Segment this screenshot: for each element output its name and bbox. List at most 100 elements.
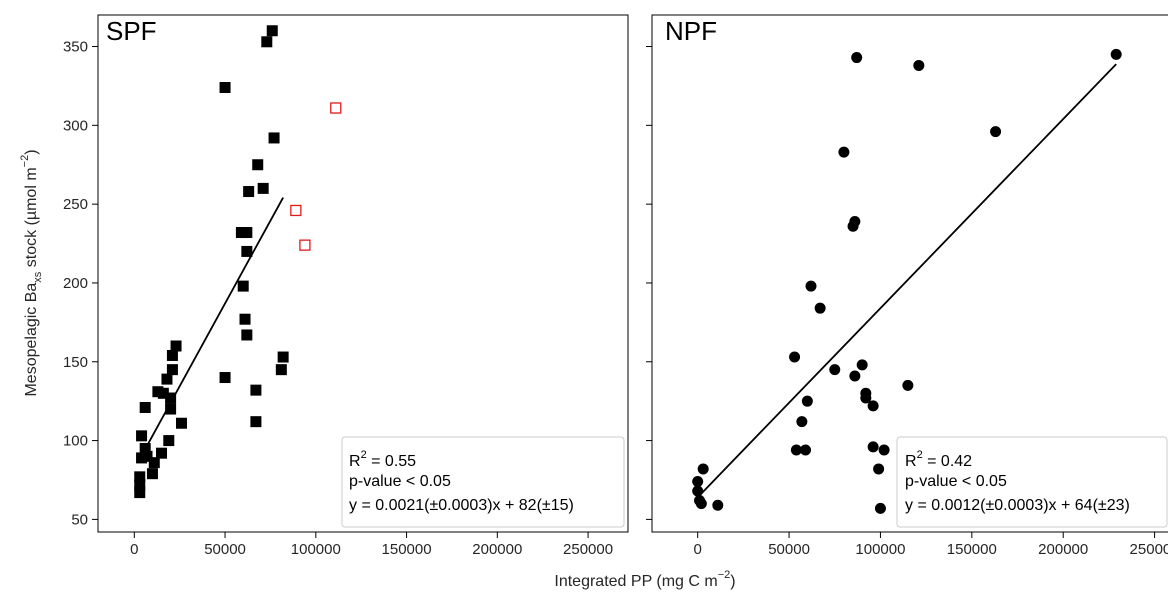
spf-data-point (241, 245, 253, 257)
npf-stats-box-frame (896, 436, 1168, 528)
npf-data-point (851, 52, 863, 64)
npf-data-point (856, 359, 868, 371)
spf-data-point (136, 430, 148, 442)
npf-data-point (814, 302, 826, 314)
npf-data-point (838, 146, 850, 158)
npf-data-point (692, 485, 704, 497)
spf-r-squared-superscript: 2 (361, 449, 367, 461)
x-axis-label-superscript: −2 (718, 569, 731, 581)
spf-data-point (139, 401, 151, 413)
spf-x-tick-label: 0 (130, 541, 138, 558)
npf-data-point (874, 502, 886, 514)
spf-data-point (166, 349, 178, 361)
spf-data-point (165, 392, 177, 404)
spf-data-point (219, 372, 231, 384)
npf-data-point (796, 416, 808, 428)
spf-data-point (134, 471, 146, 483)
y-axis-label: Mesopelagic Baxs stock (µmol m−2) (19, 149, 44, 396)
spf-data-point (156, 447, 168, 459)
npf-regression-line (697, 63, 1117, 498)
spf-data-point (241, 329, 253, 341)
npf-p-value: p-value < 0.05 (905, 473, 1007, 490)
spf-data-point (268, 132, 280, 144)
npf-panel-title: NPF (665, 16, 717, 46)
spf-r-squared: R2 = 0.55 (349, 449, 416, 470)
spf-data-point (146, 468, 158, 480)
spf-data-point (170, 340, 182, 352)
y-axis-label-superscript: −2 (19, 155, 31, 168)
npf-data-point (692, 476, 704, 488)
spf-data-point (241, 227, 253, 239)
x-axis-label-main: Integrated PP (mg C m (554, 573, 717, 590)
spf-y-tick-label: 350 (63, 39, 88, 56)
npf-data-point (801, 395, 813, 407)
npf-data-point (789, 351, 801, 363)
spf-data-point (243, 186, 255, 198)
npf-r-squared-base: R (905, 453, 917, 470)
spf-regression-line (138, 197, 284, 460)
spf-data-point (266, 25, 278, 37)
spf-data-point (134, 487, 146, 499)
spf-x-tick-label: 200000 (472, 541, 522, 558)
npf-data-point (913, 59, 925, 71)
spf-data-point (219, 82, 231, 94)
spf-panel-frame (97, 14, 629, 533)
spf-data-point (134, 479, 146, 491)
spf-x-tick-label: 150000 (382, 541, 432, 558)
spf-data-point (141, 450, 153, 462)
spf-data-point (165, 403, 177, 415)
spf-p-value: p-value < 0.05 (349, 473, 451, 490)
spf-equation: y = 0.0021(±0.0003)x + 82(±15) (349, 497, 574, 514)
spf-data-point (261, 36, 273, 48)
spf-data-point (250, 384, 262, 396)
npf-x-tick-label: 150000 (947, 541, 997, 558)
npf-stats-box: R2 = 0.42 p-value < 0.05 y = 0.0012(±0.0… (896, 436, 1168, 528)
spf-data-point (175, 417, 187, 429)
spf-data-point (252, 159, 264, 171)
npf-data-point (867, 441, 879, 453)
npf-data-point (697, 463, 709, 475)
spf-data-point (163, 435, 175, 447)
npf-x-tick-label: 100000 (855, 541, 905, 558)
spf-stats-box: R2 = 0.55 p-value < 0.05 y = 0.0021(±0.0… (341, 436, 625, 528)
spf-y-tick-label: 300 (63, 117, 88, 134)
y-axis-label-subscript: xs (32, 271, 44, 283)
npf-x-tick-label: 250000 (1130, 541, 1168, 558)
spf-r-squared-value: = 0.55 (367, 453, 416, 470)
spf-plot: 0 50000 100000 150000 200000 250000 50 100 150 20… (63, 25, 613, 558)
npf-r-squared: R2 = 0.42 (905, 449, 972, 470)
spf-data-point (166, 364, 178, 376)
npf-r-squared-superscript: 2 (917, 449, 923, 461)
spf-data-point (250, 416, 262, 428)
npf-data-point (829, 364, 841, 376)
npf-data-point (860, 387, 872, 399)
spf-data-point (157, 387, 169, 399)
spf-data-point (275, 364, 287, 376)
npf-x-tick-label: 0 (694, 541, 702, 558)
spf-data-point (239, 313, 251, 325)
spf-data-point (330, 102, 342, 114)
npf-data-point (867, 400, 879, 412)
npf-data-point (873, 463, 885, 475)
y-axis-label-main: Mesopelagic Ba (23, 283, 40, 397)
spf-data-point (290, 204, 302, 217)
npf-x-tick-label: 200000 (1038, 541, 1088, 558)
spf-r-squared-base: R (349, 453, 361, 470)
npf-data-point (990, 126, 1002, 138)
y-axis-label-rest: stock (µmol m (23, 167, 40, 271)
spf-y-tick-label: 200 (63, 275, 88, 292)
npf-data-point (1110, 48, 1122, 60)
spf-y-tick-label: 250 (63, 196, 88, 213)
y-axis-label-end: ) (23, 149, 40, 154)
npf-plot: 0 50000 100000 150000 200000 250000 (646, 46, 1168, 558)
spf-data-point (148, 457, 160, 469)
spf-x-tick-label: 50000 (204, 541, 246, 558)
spf-y-tick-label: 100 (63, 433, 88, 450)
npf-data-point (902, 379, 914, 391)
npf-data-point (790, 444, 802, 456)
spf-data-point (161, 373, 173, 385)
npf-data-point (800, 444, 812, 456)
spf-y-tick-label: 50 (71, 511, 88, 528)
spf-y-tick-label: 150 (63, 354, 88, 371)
